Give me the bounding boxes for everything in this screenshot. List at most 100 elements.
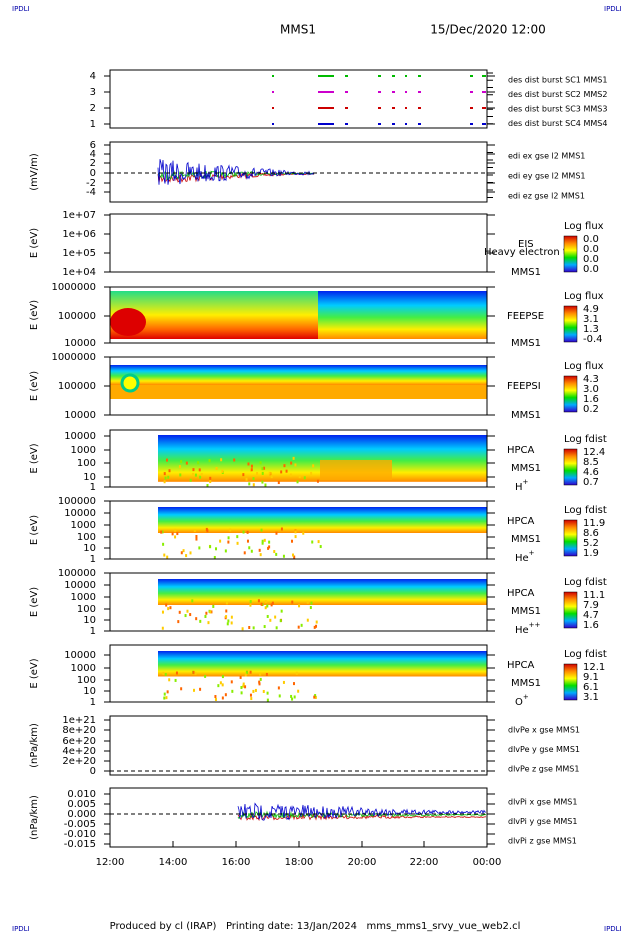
spectrogram-speck [230,680,233,684]
y-tick-label: 10000 [64,508,96,519]
y-tick-label: -0.005 [64,819,96,830]
spectrogram-speck [306,618,309,622]
colorbar-tick-label: 0.0 [583,234,599,245]
y-tick-label: 10000 [64,650,96,661]
spectrogram-speck [191,472,194,476]
instrument-label: HPCA [507,516,535,527]
spectrogram-speck [204,674,207,678]
species-name: O [515,697,523,708]
colorbar-tick-label: 4.6 [583,467,599,478]
colorbar-tick-label: 1.6 [583,394,599,405]
spectrogram-speck [275,531,278,535]
spectrogram-speck [258,548,261,552]
y-tick-label: 1000000 [51,352,96,363]
spectrogram-speck [213,555,216,559]
y-tick-label: 100000 [58,496,96,507]
burst-interval [378,123,381,125]
spectrogram-speck [259,461,262,465]
spectrogram-speck [176,532,179,536]
spectrogram-speck [221,683,224,687]
spectrogram-speck [306,600,309,604]
burst-interval [345,123,348,125]
spectrogram-speck [266,698,269,702]
burst-interval [418,123,421,125]
spectrogram-speck [166,690,169,694]
y-tick-label: 1e+06 [62,229,96,240]
colorbar [563,305,578,343]
spectrogram-speck [279,619,282,623]
spectrogram-speck [292,682,295,686]
y-tick-label: 4 [90,71,96,82]
spectrogram-speck [161,610,164,614]
panel-frame [109,141,488,203]
spectrogram-speck [292,553,295,557]
spectrogram-speck [248,482,251,486]
spectrogram-speck [174,535,177,539]
y-axis-label: E (eV) [29,587,40,617]
y-tick-label: 1000 [71,520,96,531]
spectrogram-speck [174,678,177,682]
spectrogram-speck [267,546,270,550]
spectrogram-speck [302,531,305,535]
y-tick-label: 100 [77,458,96,469]
colorbar [563,448,578,486]
spectrogram-speck [277,686,280,690]
spectrogram-speck [250,549,253,553]
instrument-label: FEEPSE [507,311,544,322]
legend-entry: edi ez gse l2 MMS1 [508,192,585,201]
burst-interval [482,123,486,125]
spectrogram [110,385,487,399]
burst-interval [345,107,348,109]
spectrogram-speck [194,671,197,675]
spectrogram-speck [280,470,283,474]
spectrogram-speck [294,530,297,534]
y-tick-label: 0.005 [67,799,96,810]
spectrogram-speck [180,687,183,691]
overlay-note: Heavy electron to [484,247,573,258]
legend-entry: dlvPe x gse MMS1 [508,725,580,734]
spectrogram-speck [264,483,267,487]
spectrogram-speck [249,603,252,607]
instrument-label: HPCA [507,588,535,599]
burst-interval [318,75,334,77]
burst-interval [378,75,381,77]
y-tick-label: 100000 [58,381,96,392]
y-tick-label: 10000 [64,410,96,421]
y-tick-label: 10 [83,472,96,483]
spectrogram-speck [252,477,255,481]
spectrogram-speck [178,610,181,614]
spectrogram-speck [247,462,250,466]
legend-entry: dlvPi y gse MMS1 [508,817,577,826]
colorbar [563,519,578,557]
spectrogram-speck [268,540,271,544]
spectrogram-speck [270,475,273,479]
spectrogram-speck [166,555,169,559]
y-tick-label: -0.015 [64,839,96,850]
spectrogram-speck [210,610,213,614]
burst-interval [470,123,473,125]
legend-entry: edi ey gse l2 MMS1 [508,172,586,181]
spectrogram-speck [300,623,303,627]
spectrogram-speck [294,535,297,539]
spectrogram-speck [185,554,188,558]
legend-entry: des dist burst SC1 MMS1 [508,76,607,85]
spectrogram-speck [258,682,261,686]
spectrogram-speck [250,697,253,701]
colorbar-tick-label: 3.1 [583,692,599,703]
y-tick-label: 100 [77,604,96,615]
spectrogram-speck [261,480,264,484]
spectrogram-speck [303,476,306,480]
colorbar-tick-label: 1.6 [583,620,599,631]
spectrogram [158,507,487,533]
spectrogram-speck [169,606,172,610]
y-tick-label: 100 [77,675,96,686]
spectrogram-speck [263,625,266,629]
y-tick-label: 1e+05 [62,248,96,259]
spectrogram [158,579,487,605]
spectrogram-speck [294,463,297,467]
legend-entry: dlvPe z gse MMS1 [508,765,579,774]
y-tick-label: 2 [90,103,96,114]
colorbar-tick-label: 5.2 [583,538,599,549]
spectrogram-speck [252,483,255,487]
panel-frame [109,644,488,703]
